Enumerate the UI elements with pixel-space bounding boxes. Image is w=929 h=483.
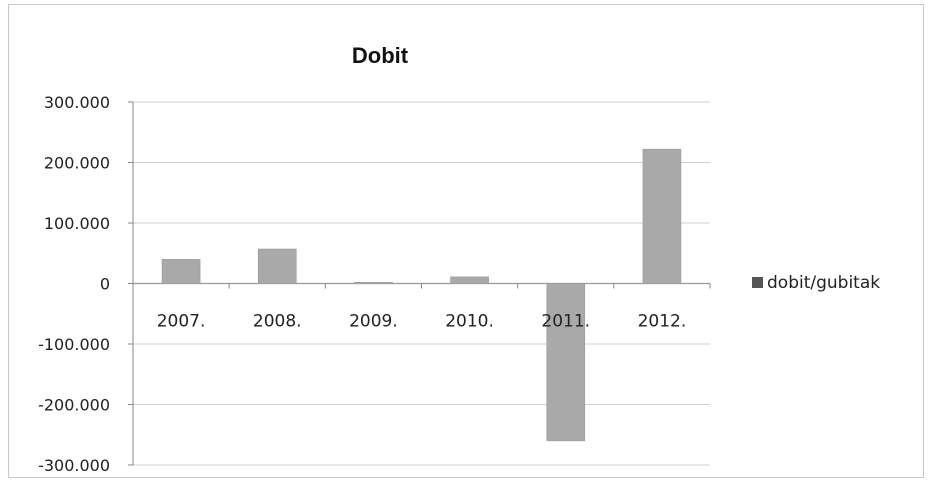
bar xyxy=(354,281,393,285)
y-tick-label: 100.000 xyxy=(44,214,110,233)
y-tick-label: 300.000 xyxy=(44,93,110,112)
legend-label: dobit/gubitak xyxy=(767,273,880,293)
chart-frame xyxy=(8,4,924,478)
x-tick-label: 2012. xyxy=(638,312,687,332)
bar xyxy=(161,258,201,284)
bar xyxy=(642,148,682,284)
chart-title: Dobit xyxy=(352,43,409,68)
x-tick-label: 2008. xyxy=(253,312,302,332)
bar xyxy=(257,248,297,284)
y-tick-label: 0 xyxy=(100,275,110,294)
legend-swatch xyxy=(752,277,763,288)
y-axis: 300.000 200.000 100.000 0 -100.000 -200.000 -3… xyxy=(38,93,710,475)
bar xyxy=(450,276,489,284)
y-tick-label: -100.000 xyxy=(38,335,110,354)
x-tick-label: 2007. xyxy=(157,312,206,332)
y-tick-label: -300.000 xyxy=(38,456,110,475)
x-tick-label: 2009. xyxy=(349,312,398,332)
legend: dobit/gubitak xyxy=(752,273,880,293)
bars xyxy=(161,148,682,442)
y-tick-label: -200.000 xyxy=(38,396,110,415)
y-tick-label: 200.000 xyxy=(44,154,110,173)
x-axis-labels: 2007. 2008. 2009. 2010. 2011. 2012. xyxy=(132,283,711,332)
x-tick-label: 2011. xyxy=(541,312,590,332)
x-tick-label: 2010. xyxy=(445,312,494,332)
bar xyxy=(546,283,586,442)
